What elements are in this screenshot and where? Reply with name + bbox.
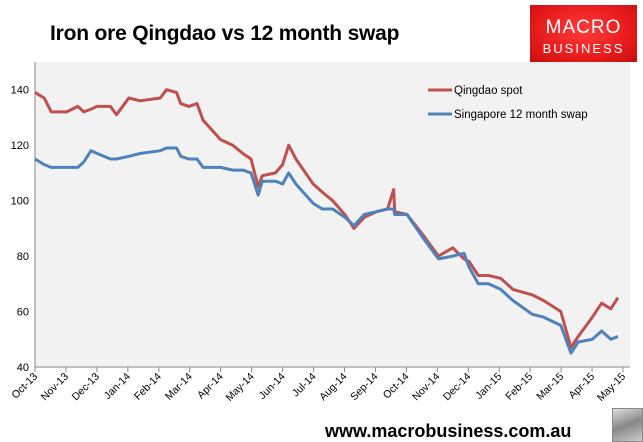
wolf-logo-icon	[612, 408, 643, 442]
x-tick-label: Jan-14	[102, 371, 133, 402]
x-tick-label: Mar-14	[163, 371, 195, 403]
x-tick-label: Mar-15	[534, 371, 566, 403]
x-tick-label: Apr-15	[566, 371, 597, 402]
y-tick-label: 40	[17, 362, 29, 374]
x-tick-label: Sep-14	[348, 371, 381, 404]
y-tick-label: 100	[11, 196, 29, 208]
legend-label: Singapore 12 month swap	[454, 109, 588, 121]
y-tick-label: 60	[17, 307, 29, 319]
x-tick-label: May-15	[595, 371, 628, 404]
x-tick-label: Jun-14	[257, 371, 288, 402]
series-line-qingdao-spot	[34, 88, 620, 350]
macrobusiness-logo: MACRO BUSINESS	[530, 5, 637, 62]
x-tick-label: Apr-14	[195, 371, 226, 402]
x-tick-label: Feb-14	[132, 371, 164, 403]
y-tick-label: 80	[17, 251, 29, 263]
x-tick-label: Nov-13	[39, 371, 72, 404]
plot-area	[35, 62, 630, 367]
x-tick-label: Oct-13	[9, 371, 40, 402]
x-tick-label: Jul-14	[290, 371, 319, 400]
x-tick-label: Jan-15	[473, 371, 504, 402]
logo-line2: BUSINESS	[542, 41, 625, 56]
footer-url: www.macrobusiness.com.au	[325, 421, 572, 441]
x-tick-label: Aug-14	[317, 371, 350, 404]
x-tick-label: Dec-13	[70, 371, 103, 404]
y-tick-label: 140	[11, 85, 29, 97]
x-tick-label: May-14	[224, 371, 257, 404]
x-tick-label: Feb-15	[503, 371, 535, 403]
series-line-singapore-swap	[34, 146, 619, 355]
x-tick-label: Nov-14	[410, 371, 443, 404]
x-tick-label: Oct-14	[381, 371, 412, 402]
chart-title: Iron ore Qingdao vs 12 month swap	[50, 22, 400, 45]
x-tick-label: Dec-14	[441, 371, 474, 404]
legend-label: Qingdao spot	[454, 85, 523, 97]
y-tick-label: 120	[11, 140, 29, 152]
logo-line1: MACRO	[545, 17, 622, 38]
